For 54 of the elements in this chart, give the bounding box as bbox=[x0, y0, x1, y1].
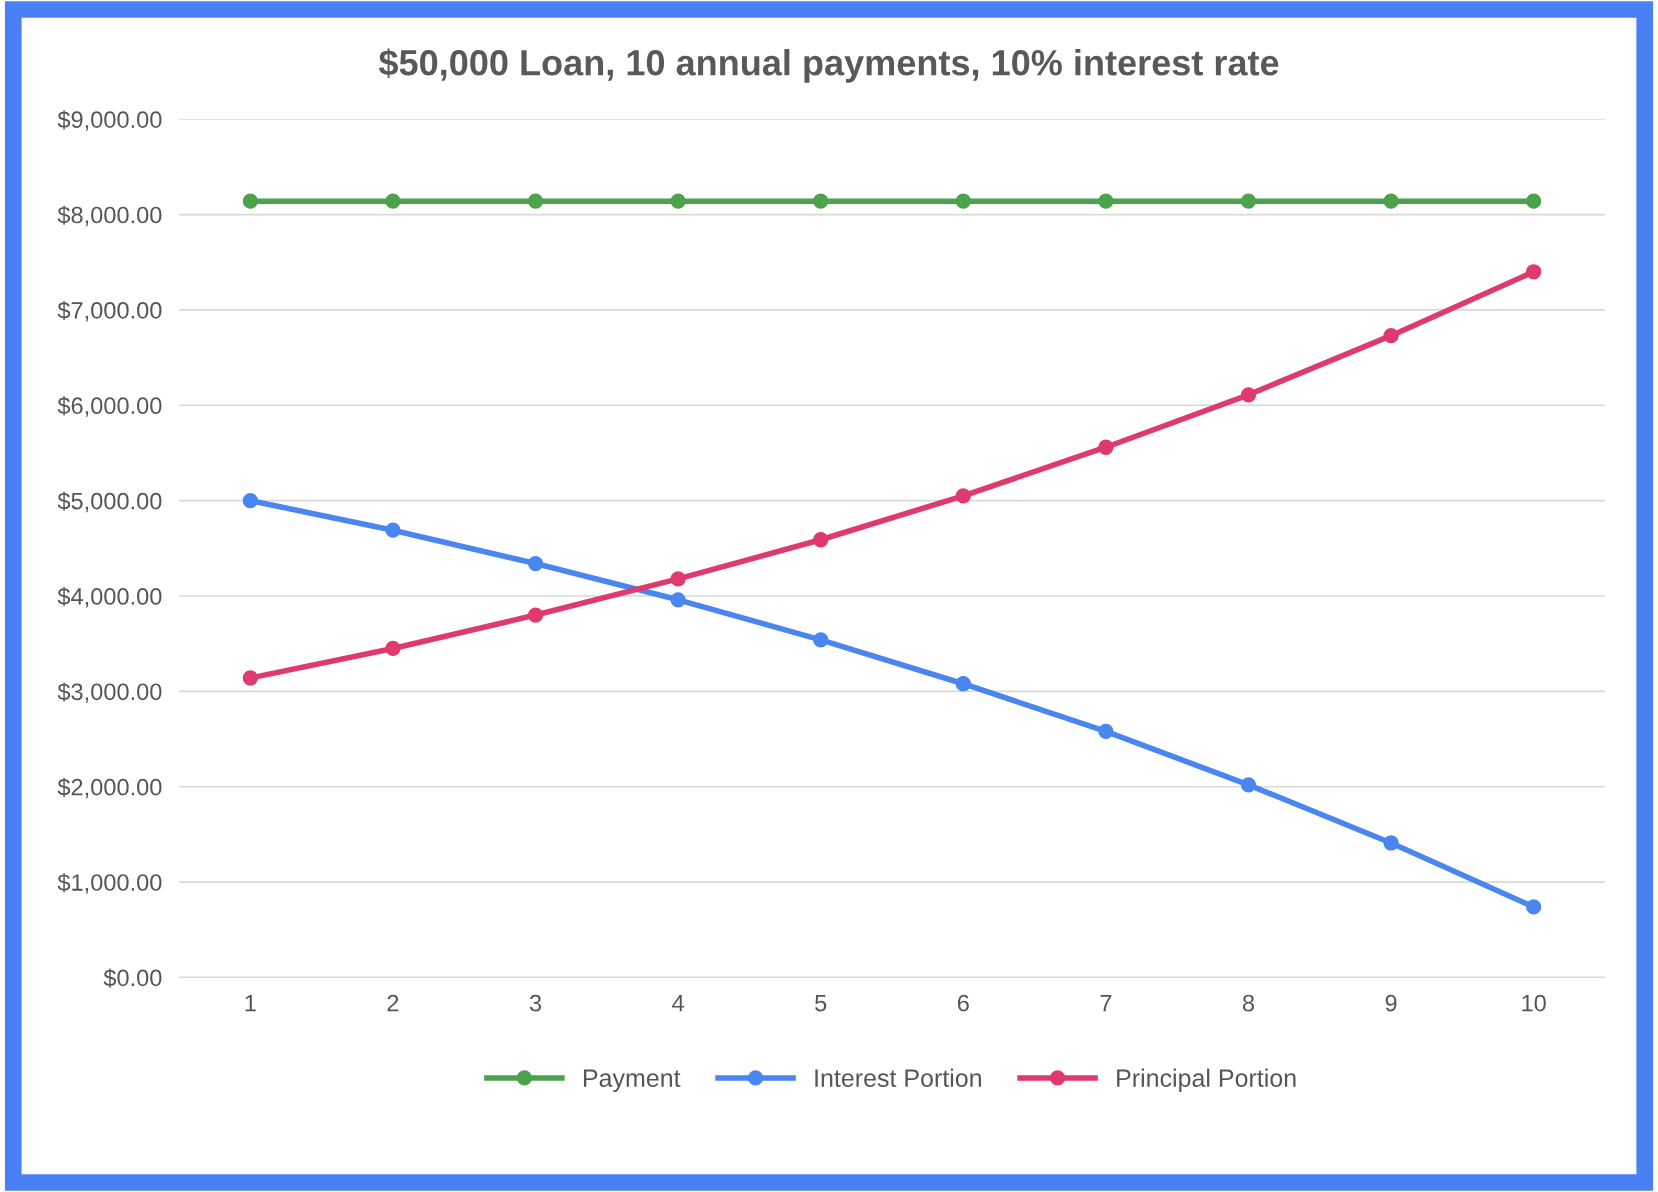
point bbox=[1240, 777, 1257, 793]
point bbox=[1383, 328, 1399, 344]
point bbox=[813, 632, 829, 648]
x-tick-label: 8 bbox=[1242, 994, 1255, 1012]
point bbox=[1383, 835, 1399, 851]
point bbox=[955, 488, 971, 504]
point bbox=[1383, 193, 1399, 209]
y-tick-label: $1,000.00 bbox=[57, 873, 162, 894]
legend-label: Payment bbox=[583, 1069, 681, 1092]
point bbox=[1526, 899, 1542, 915]
point bbox=[670, 193, 686, 209]
point bbox=[1240, 387, 1257, 403]
point bbox=[813, 532, 829, 548]
point bbox=[242, 670, 258, 686]
point bbox=[527, 607, 544, 623]
point bbox=[813, 193, 829, 209]
legend-label: Principal Portion bbox=[1117, 1068, 1296, 1092]
point bbox=[1526, 264, 1542, 280]
point bbox=[527, 555, 544, 572]
point bbox=[242, 493, 258, 509]
y-tick-label: $3,000.00 bbox=[57, 682, 162, 703]
point bbox=[670, 571, 686, 587]
point bbox=[1240, 193, 1257, 209]
y-tick-label: $6,000.00 bbox=[57, 396, 162, 417]
x-tick-label: 4 bbox=[672, 994, 684, 1012]
point bbox=[955, 193, 971, 209]
x-tick-label: 7 bbox=[1100, 994, 1112, 1012]
y-tick-label: $0.00 bbox=[103, 968, 162, 988]
x-tick-label: 10 bbox=[1522, 994, 1546, 1012]
point bbox=[670, 592, 686, 608]
y-tick-label: $9,000.00 bbox=[57, 110, 162, 131]
point bbox=[527, 193, 544, 209]
point bbox=[955, 676, 971, 692]
x-tick-label: 3 bbox=[529, 994, 542, 1012]
chart-title: $50,000 Loan, 10 annual payments, 10% interest rate bbox=[378, 48, 1279, 83]
point bbox=[385, 640, 401, 657]
point bbox=[1526, 193, 1542, 209]
point bbox=[385, 522, 401, 538]
point bbox=[1098, 193, 1114, 209]
point bbox=[1098, 439, 1114, 455]
point bbox=[1098, 723, 1114, 740]
y-tick-label: $8,000.00 bbox=[57, 205, 162, 227]
y-tick-label: $7,000.00 bbox=[57, 301, 162, 322]
x-tick-label: 2 bbox=[387, 994, 399, 1012]
x-tick-label: 5 bbox=[815, 994, 827, 1012]
point bbox=[242, 193, 258, 209]
y-tick-label: $2,000.00 bbox=[57, 777, 162, 799]
point bbox=[385, 193, 401, 209]
x-tick-label: 1 bbox=[245, 994, 256, 1012]
x-tick-label: 9 bbox=[1385, 994, 1397, 1012]
y-tick-label: $4,000.00 bbox=[57, 587, 162, 608]
legend-label: Interest Portion bbox=[815, 1068, 981, 1087]
x-tick-label: 6 bbox=[957, 994, 969, 1012]
y-tick-label: $5,000.00 bbox=[57, 491, 162, 513]
